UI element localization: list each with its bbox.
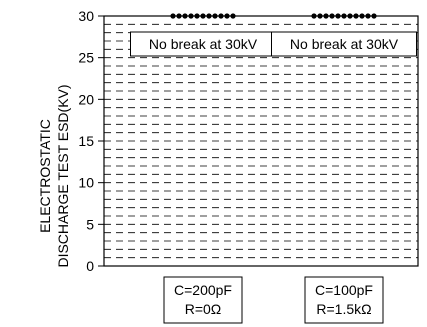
y-tick-label: 15 [78,133,94,149]
plot-area-frame [103,15,419,267]
y-axis-title-line-2: DISCHARGE TEST ESD(KV) [55,84,71,267]
y-ticks: 0 5 10 15 20 25 30 [78,8,104,274]
y-tick-label: 20 [78,91,94,107]
y-tick-label: 10 [78,175,94,191]
annotation-text: No break at 30kV [149,36,258,52]
category-label: R=1.5kΩ [316,301,371,317]
category-label: C=200pF [174,282,232,298]
category-label: C=100pF [315,282,373,298]
gridlines [104,23,418,259]
y-tick-label: 25 [78,50,94,66]
category-box [163,276,243,324]
y-tick-label: 0 [86,258,94,274]
x-category-labels: C=200pF R=0Ω C=100pF R=1.5kΩ [163,276,384,324]
y-tick-label: 30 [78,8,94,24]
annotation-box [271,31,417,57]
annotation-box [130,31,276,57]
annotations: No break at 30kV No break at 30kV [130,31,417,57]
annotation-text: No break at 30kV [290,36,399,52]
category-box [304,276,384,324]
y-tick-label: 5 [86,216,94,232]
y-axis-title: ELECTROSTATIC DISCHARGE TEST ESD(KV) [37,84,71,267]
y-axis-title-line-1: ELECTROSTATIC [37,119,53,233]
category-label: R=0Ω [185,301,222,317]
